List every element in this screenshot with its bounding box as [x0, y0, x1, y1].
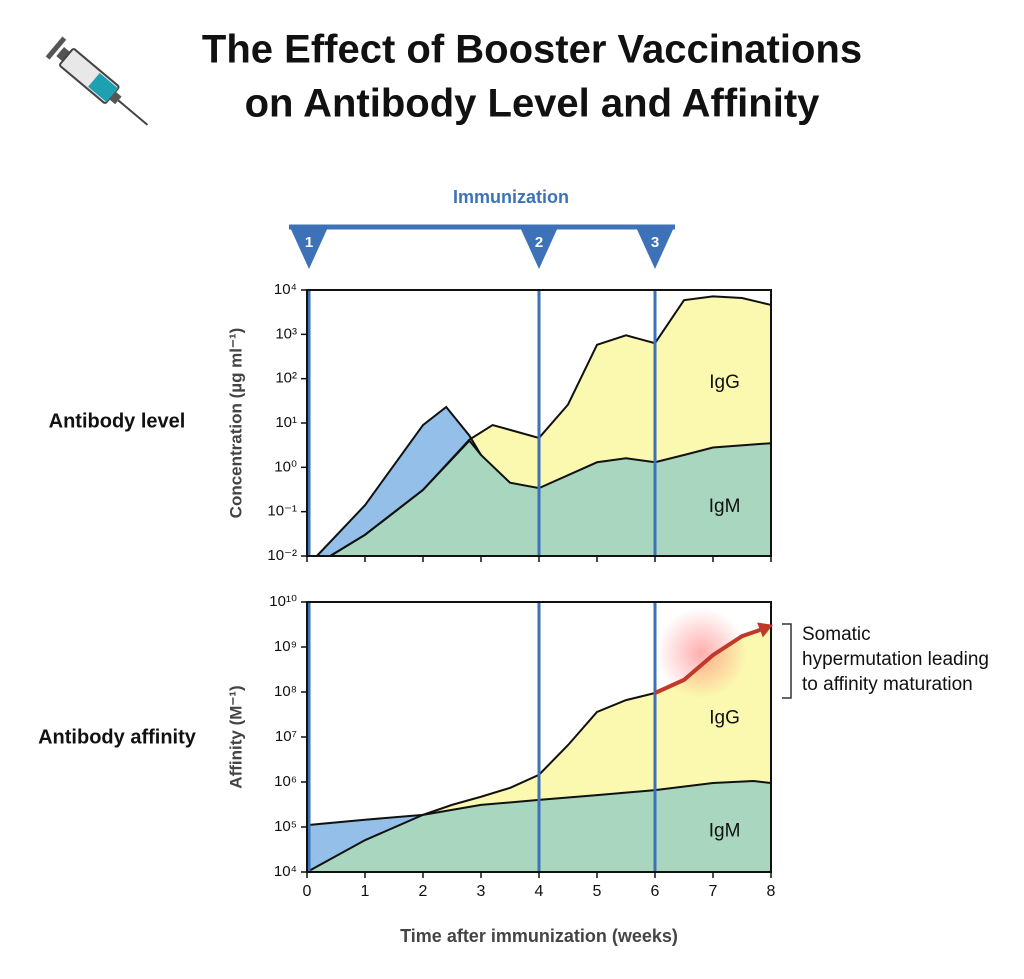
- y-tick-label: 10⁴: [274, 863, 297, 880]
- x-tick-label: 3: [477, 883, 486, 900]
- x-tick-label: 7: [709, 883, 718, 900]
- annotation: to affinity maturation: [802, 674, 973, 695]
- annotation: hypermutation leading: [802, 649, 989, 670]
- x-tick-label: 5: [593, 883, 602, 900]
- curve: [316, 405, 482, 557]
- x-tick-label: 2: [419, 883, 428, 900]
- area-label: IgM: [709, 821, 741, 842]
- y-tick-label: 10²: [275, 370, 297, 387]
- arrow-head: [757, 622, 773, 638]
- area: [330, 440, 771, 556]
- y-tick-label: 10¹: [275, 414, 297, 431]
- immunization-number: 3: [651, 234, 659, 251]
- row-label: Antibody level: [49, 410, 186, 432]
- y-axis-label: Affinity (M⁻¹): [226, 685, 245, 788]
- y-tick-label: 10⁻²: [267, 547, 297, 564]
- y-axis-label: Concentration (µg ml⁻¹): [226, 328, 245, 519]
- area-label: IgG: [709, 372, 740, 393]
- y-tick-label: 10⁵: [274, 818, 297, 835]
- immunization-marker: [635, 225, 675, 269]
- y-tick-label: 10⁻¹: [267, 503, 297, 520]
- y-tick-label: 10⁹: [274, 638, 297, 655]
- x-axis-label: Time after immunization (weeks): [400, 926, 678, 946]
- curve: [306, 813, 424, 827]
- y-tick-label: 10³: [275, 325, 297, 342]
- y-tick-label: 10⁷: [275, 728, 297, 745]
- syringe-icon: [45, 36, 149, 126]
- y-tick-label: 10⁸: [274, 683, 297, 700]
- x-tick-label: 6: [651, 883, 660, 900]
- immunization-title: Immunization: [453, 187, 569, 207]
- x-tick-label: 1: [361, 883, 370, 900]
- immunization-marker: [289, 225, 329, 269]
- bracket: [782, 623, 792, 699]
- immunization-number: 1: [305, 234, 313, 251]
- title: on Antibody Level and Affinity: [245, 82, 821, 126]
- immunization-number: 2: [535, 234, 543, 251]
- x-tick-label: 0: [303, 883, 312, 900]
- y-tick-label: 10⁴: [274, 281, 297, 298]
- y-tick-label: 10⁰: [274, 458, 297, 475]
- x-tick-label: 8: [767, 883, 776, 900]
- maturation-arrow: [654, 628, 761, 695]
- area-label: IgM: [709, 496, 741, 517]
- x-tick-label: 4: [535, 883, 544, 900]
- curve: [306, 780, 772, 873]
- y-tick-label: 10⁶: [274, 773, 297, 790]
- area-label: IgG: [709, 708, 740, 729]
- glow: [656, 608, 747, 699]
- immunization-marker: [519, 225, 559, 269]
- annotation: Somatic: [802, 624, 871, 645]
- row-label: Antibody affinity: [38, 726, 197, 748]
- y-tick-label: 10¹⁰: [269, 593, 297, 610]
- title: The Effect of Booster Vaccinations: [202, 28, 862, 72]
